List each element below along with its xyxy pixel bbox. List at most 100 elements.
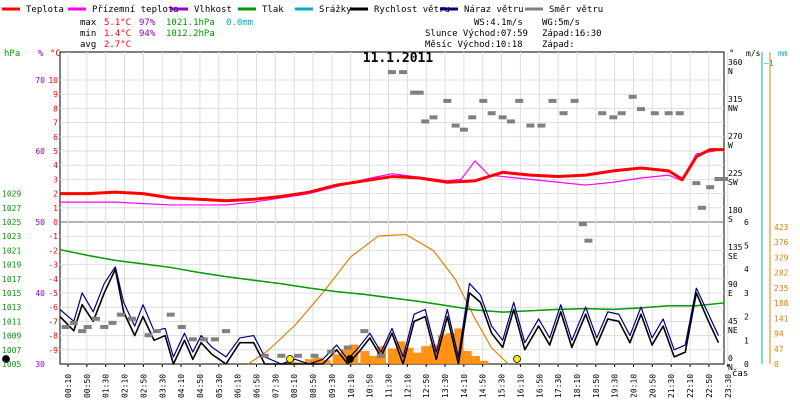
legend-label-5: Rychlost větru [374,5,450,15]
legend-label-6: Náraz větru [464,5,524,15]
wind-direction-point-14 [199,337,208,342]
temp-tick-6: 6 [53,133,58,142]
dir-label-3: SE [728,252,738,261]
stat-temp-max: 5.1°C [104,18,131,28]
wind-direction-point-22 [343,345,352,350]
wind-direction-point-51 [637,107,645,112]
rain-bar-10 [368,355,378,364]
stat-hum-max: 97% [139,18,156,28]
time-tick-02:10: 02:10 [121,374,130,398]
temp-tick-5: 5 [53,147,58,156]
time-tick-08:50: 08:50 [309,374,318,398]
wind-direction-point-11 [166,312,175,317]
info-ws: WS:4.1m/s [474,18,523,28]
wind-tick-3: 3 [744,289,749,298]
pct-tick-40: 40 [35,289,45,298]
dir-label-5: SW [728,178,738,187]
solar-tick-235: 235 [774,284,789,293]
rain-bar-21 [462,351,472,364]
dir-label-4: S [728,215,733,224]
hpa-tick-1023: 1023 [2,232,21,241]
rain-bar-15 [412,352,422,364]
info-sunset: Západ:16:30 [542,29,602,39]
legend-label-7: Směr větru [549,5,603,15]
wind-tick-1: 1 [744,336,749,345]
dir-axis-title: ° [729,49,734,59]
wind-axis-title: m/s [746,49,761,58]
dir-tick-90: 90 [728,280,738,289]
rain-bar-19 [446,333,456,364]
time-tick-18:50: 18:50 [592,374,601,398]
wind-direction-point-36 [487,111,496,116]
rain-bar-23 [479,360,489,364]
time-tick-19:30: 19:30 [611,374,620,398]
wind-direction-point-31 [443,98,452,103]
temp-tick-7: 7 [53,119,58,128]
info-sunrise: Slunce Východ:07:59 [425,29,528,39]
rain-bar-5 [321,360,331,364]
wind-speed-line [59,268,720,365]
wind-direction-point-2 [78,329,87,334]
wind-direction-point-35 [479,98,488,103]
dir-label-6: W [728,141,733,150]
dir-label-1: NE [728,326,738,335]
wind-direction-point-9 [144,333,153,338]
pct-tick-60: 60 [35,147,45,156]
time-tick-10:50: 10:50 [366,374,375,398]
rain-bar-18 [437,334,447,364]
series-layer [2,70,728,365]
wind-direction-point-8 [127,316,136,321]
rain-bar-20 [454,328,464,364]
wind-direction-point-50 [628,94,637,99]
wind-direction-point-58 [714,177,723,181]
time-tick-07:30: 07:30 [271,374,280,398]
rain-bar-9 [360,351,370,364]
hpa-tick-1025: 1025 [2,218,21,227]
dir-tick-135: 135 [728,243,743,252]
rain-bar-6 [332,354,342,364]
time-tick-10:10: 10:10 [347,374,356,398]
time-tick-18:10: 18:10 [573,374,582,398]
temp-axis-title: °C [50,49,61,59]
wind-direction-point-27 [410,90,419,95]
temp-tick-2: 2 [53,190,58,199]
dir-tick-0: 0 [728,354,733,363]
wind-direction-point-37 [498,115,507,120]
wind-direction-point-41 [537,123,546,128]
sunset-marker [513,355,521,363]
time-tick-12:50: 12:50 [422,374,431,398]
dir-label-2: E [728,289,733,298]
solar-curve [247,233,509,365]
hpa-tick-1019: 1019 [2,261,21,270]
time-tick-15:30: 15:30 [498,374,507,398]
wind-direction-point-57 [706,185,715,190]
info-wg: WG:5m/s [542,18,580,28]
solar-tick-47: 47 [774,345,784,354]
wind-direction-point-45 [578,222,587,227]
time-tick-06:10: 06:10 [234,374,243,398]
time-tick-06:50: 06:50 [253,374,262,398]
stat-label-avg: avg [80,40,96,50]
stat-press-min: 1012.2hPa [166,29,215,39]
time-tick-04:50: 04:50 [196,374,205,398]
hpa-axis-title: hPa [4,49,20,59]
wind-tick-5: 5 [744,242,749,251]
temp-tick--3: -3 [48,261,58,270]
temp-tick-0: 0 [53,218,58,227]
legend-label-3: Tlak [262,5,284,15]
wind-direction-point-26 [399,70,408,75]
rain-bar-22 [471,355,480,364]
wind-direction-point-3 [83,325,92,329]
hpa-tick-1015: 1015 [2,289,21,298]
info-moonset: Západ: [542,40,575,50]
wind-direction-point-10 [152,329,161,334]
solar-tick-423: 423 [774,223,789,232]
ground-temperature-line [60,148,725,206]
stat-temp-avg: 2.7°C [104,40,131,50]
wind-direction-point-39 [515,98,524,103]
time-tick-20:50: 20:50 [648,374,657,398]
temp-tick--6: -6 [48,303,58,312]
pct-tick-30: 30 [35,360,45,369]
wind-direction-point-47 [598,111,607,116]
solar-tick-188: 188 [774,299,789,308]
